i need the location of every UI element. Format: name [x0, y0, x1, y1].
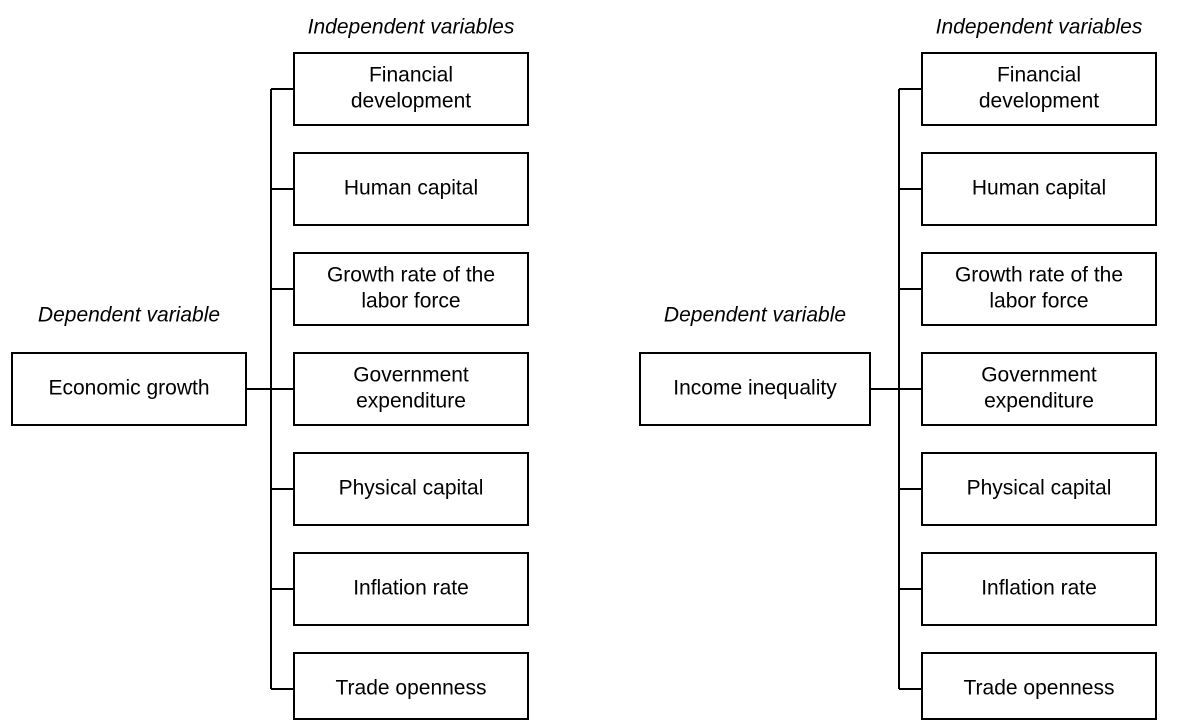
independent-box: [293, 152, 529, 226]
independent-box: [921, 52, 1157, 126]
independent-text: Human capital: [972, 177, 1106, 200]
independent-text: Government: [353, 364, 469, 387]
independent-text: Physical capital: [967, 477, 1112, 500]
dependent-text: Economic growth: [48, 377, 209, 400]
independent-box: [293, 652, 529, 720]
independent-text: Financial: [369, 64, 453, 87]
dependent-label: Dependent variable: [38, 304, 220, 327]
independent-box: [921, 252, 1157, 326]
dependent-box: [11, 352, 247, 426]
independent-box: [293, 52, 529, 126]
independent-text: Trade openness: [336, 677, 487, 700]
independent-box: [921, 352, 1157, 426]
independent-box: [293, 352, 529, 426]
independent-text: labor force: [361, 290, 460, 313]
independent-text: Human capital: [344, 177, 478, 200]
independent-text: Government: [981, 364, 1097, 387]
independent-text: expenditure: [984, 390, 1094, 413]
independent-box: [293, 552, 529, 626]
dependent-box: [639, 352, 871, 426]
independent-box: [293, 252, 529, 326]
independent-text: Inflation rate: [981, 577, 1097, 600]
dependent-text: Income inequality: [673, 377, 837, 400]
independent-text: Trade openness: [964, 677, 1115, 700]
independent-text: development: [351, 90, 471, 113]
independent-label: Independent variables: [936, 16, 1143, 39]
independent-box: [293, 452, 529, 526]
independent-text: expenditure: [356, 390, 466, 413]
independent-text: Inflation rate: [353, 577, 469, 600]
independent-box: [921, 152, 1157, 226]
independent-text: development: [979, 90, 1099, 113]
independent-text: Growth rate of the: [955, 264, 1123, 287]
independent-text: Growth rate of the: [327, 264, 495, 287]
independent-label: Independent variables: [308, 16, 515, 39]
independent-text: labor force: [989, 290, 1088, 313]
independent-text: Financial: [997, 64, 1081, 87]
independent-box: [921, 652, 1157, 720]
dependent-label: Dependent variable: [664, 304, 846, 327]
independent-box: [921, 552, 1157, 626]
independent-text: Physical capital: [339, 477, 484, 500]
independent-box: [921, 452, 1157, 526]
